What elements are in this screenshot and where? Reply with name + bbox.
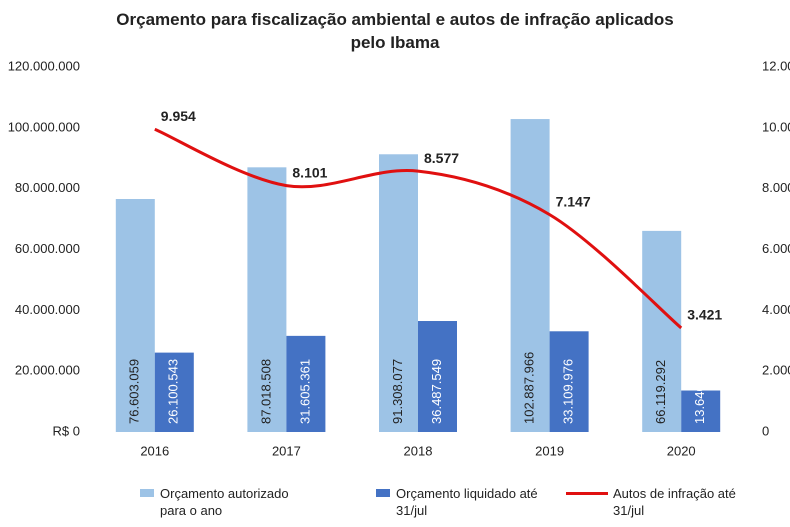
y2-tick-label: 4.000 <box>762 302 790 317</box>
data-label: 26.100.543 <box>166 359 181 424</box>
data-label: 76.603.059 <box>127 359 142 424</box>
bar <box>115 198 155 432</box>
y2-tick-label: 2.000 <box>762 363 790 378</box>
y-tick-label: 20.000.000 <box>15 363 80 378</box>
data-label: 7.147 <box>556 193 591 209</box>
data-label: 31.605.361 <box>297 359 312 424</box>
bar <box>247 167 287 432</box>
data-label: 8.577 <box>424 150 459 166</box>
legend-label: Autos de infração até 31/jul <box>613 486 736 518</box>
data-label: 8.101 <box>292 164 327 180</box>
legend-item: Autos de infração até 31/jul <box>566 485 783 519</box>
legend-swatch <box>376 489 390 497</box>
x-tick-label: 2017 <box>272 443 301 458</box>
legend-swatch <box>566 492 608 495</box>
data-label: 3.421 <box>687 307 722 323</box>
bar <box>642 230 682 432</box>
y-tick-label: 100.000.000 <box>8 119 80 134</box>
legend-item: Orçamento autorizado para o ano <box>140 485 330 519</box>
bar <box>418 321 457 432</box>
legend-label: Orçamento liquidado até 31/jul <box>396 486 538 518</box>
y2-tick-label: 6.000 <box>762 241 790 256</box>
data-label: 91.308.077 <box>390 359 405 424</box>
x-tick-label: 2019 <box>535 443 564 458</box>
y2-tick-label: 0 <box>762 423 769 438</box>
data-label: 87.018.508 <box>258 359 273 424</box>
y-tick-label: 60.000.000 <box>15 241 80 256</box>
data-label: 13.640.893 <box>692 359 707 424</box>
legend-swatch <box>140 489 154 497</box>
y-tick-label: R$ 0 <box>53 423 80 438</box>
y2-tick-label: 12.000 <box>762 58 790 73</box>
data-label: 66.119.292 <box>653 360 668 424</box>
x-tick-label: 2020 <box>667 443 696 458</box>
legend-item: Orçamento liquidado até 31/jul <box>376 485 566 519</box>
x-tick-label: 2016 <box>140 443 169 458</box>
data-label: 102.887.966 <box>522 352 537 424</box>
y-tick-label: 80.000.000 <box>15 180 80 195</box>
y-tick-label: 40.000.000 <box>15 302 80 317</box>
x-tick-label: 2018 <box>404 443 433 458</box>
bar <box>286 335 326 432</box>
bar <box>549 331 589 432</box>
data-label: 33.109.976 <box>561 359 576 424</box>
y-tick-label: 120.000.000 <box>8 58 80 73</box>
chart-title: Orçamento para fiscalização ambiental e … <box>116 10 674 52</box>
bar <box>379 154 418 432</box>
y2-tick-label: 10.000 <box>762 119 790 134</box>
bar <box>154 352 194 432</box>
legend-label: Orçamento autorizado para o ano <box>160 486 289 518</box>
bar <box>681 390 721 432</box>
data-label: 9.954 <box>161 108 196 124</box>
line <box>154 127 683 330</box>
y2-tick-label: 8.000 <box>762 180 790 195</box>
data-label: 36.487.549 <box>429 359 444 424</box>
bar <box>510 119 550 432</box>
